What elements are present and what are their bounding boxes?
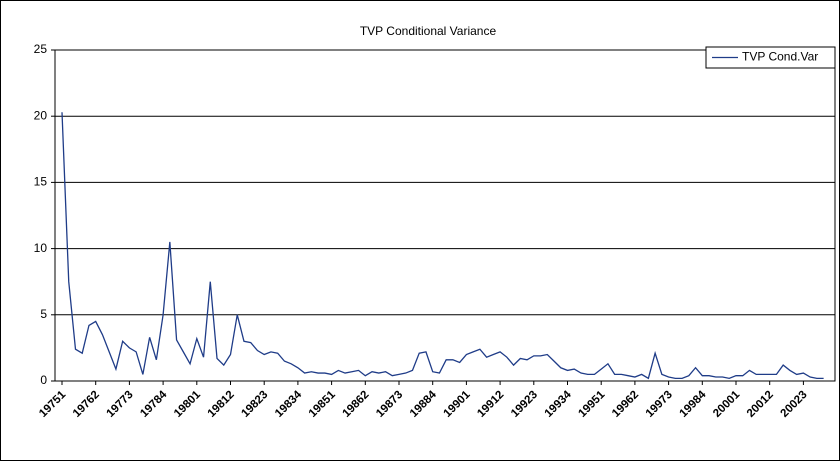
legend-label: TVP Cond.Var [742, 50, 818, 64]
y-tick-label: 15 [34, 175, 48, 189]
y-tick-label: 0 [40, 373, 47, 387]
chart-title: TVP Conditional Variance [360, 24, 497, 38]
y-tick-label: 10 [34, 241, 48, 255]
y-tick-label: 5 [40, 307, 47, 321]
y-tick-label: 20 [34, 108, 48, 122]
y-tick-label: 25 [34, 42, 48, 56]
line-series [61, 112, 824, 380]
legend-box [705, 46, 836, 69]
plot-area [54, 49, 836, 382]
